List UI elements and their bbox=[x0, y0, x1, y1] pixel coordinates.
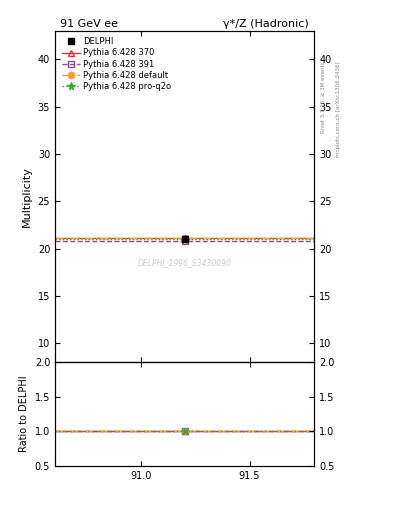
Text: γ*/Z (Hadronic): γ*/Z (Hadronic) bbox=[224, 18, 309, 29]
Legend: DELPHI, Pythia 6.428 370, Pythia 6.428 391, Pythia 6.428 default, Pythia 6.428 p: DELPHI, Pythia 6.428 370, Pythia 6.428 3… bbox=[59, 35, 174, 93]
Text: Rivet 3.1.10, ≥ 3M events: Rivet 3.1.10, ≥ 3M events bbox=[320, 61, 325, 133]
Text: mcplots.cern.ch [arXiv:1306.3436]: mcplots.cern.ch [arXiv:1306.3436] bbox=[336, 61, 341, 157]
Y-axis label: Ratio to DELPHI: Ratio to DELPHI bbox=[19, 376, 29, 453]
Text: DELPHI_1996_S3430090: DELPHI_1996_S3430090 bbox=[138, 259, 231, 267]
Y-axis label: Multiplicity: Multiplicity bbox=[22, 166, 32, 227]
Text: 91 GeV ee: 91 GeV ee bbox=[60, 18, 118, 29]
